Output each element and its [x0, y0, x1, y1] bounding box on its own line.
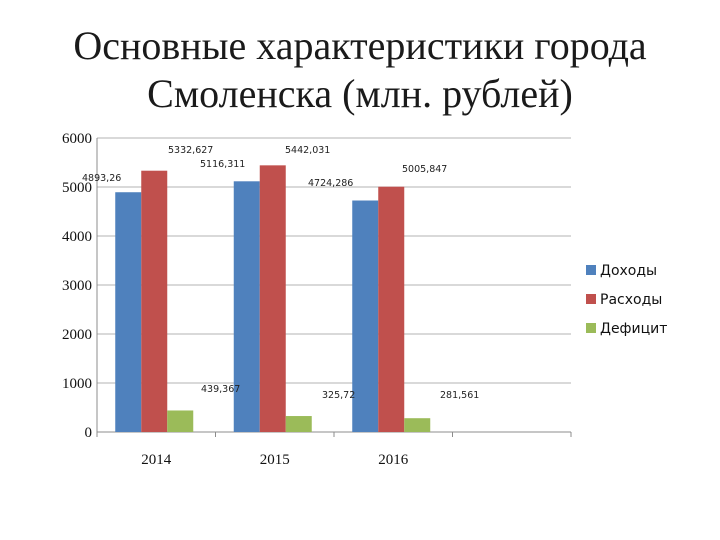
data-label: 439,367 — [201, 384, 240, 395]
data-label: 5005,847 — [402, 164, 447, 175]
bar-Дефицит-2016 — [404, 418, 431, 432]
y-tick-label: 6000 — [62, 131, 92, 147]
y-tick-label: 4000 — [62, 229, 92, 245]
bar-Расходы-2014 — [141, 170, 168, 432]
y-tick-label: 5000 — [62, 180, 92, 196]
data-label: 5116,311 — [200, 159, 245, 170]
bar-Расходы-2016 — [378, 186, 405, 432]
x-category-label: 2015 — [260, 452, 290, 468]
y-tick-label: 2000 — [62, 327, 92, 343]
data-label: 4724,286 — [308, 178, 353, 189]
legend-label: Расходы — [600, 292, 662, 308]
bar-Дефицит-2014 — [167, 410, 194, 432]
slide-title: Основные характеристики города Смоленска… — [0, 22, 720, 118]
bar-Доходы-2016 — [352, 200, 379, 432]
y-tick-label: 1000 — [62, 376, 92, 392]
data-label: 4893,26 — [82, 173, 121, 184]
legend-label: Доходы — [600, 263, 657, 279]
bar-Дефицит-2015 — [285, 416, 312, 432]
slide-title-line-1: Основные характеристики города — [73, 23, 647, 68]
bar-Расходы-2015 — [259, 165, 286, 432]
data-label: 281,561 — [440, 390, 479, 401]
legend-swatch — [586, 323, 596, 333]
legend-swatch — [586, 294, 596, 304]
data-label: 5332,627 — [168, 145, 213, 156]
slide-title-line-2: Смоленска (млн. рублей) — [147, 71, 573, 116]
x-category-label: 2014 — [141, 452, 172, 468]
bar-Доходы-2014 — [115, 192, 142, 432]
data-label: 325,72 — [322, 390, 355, 401]
y-tick-label: 3000 — [62, 278, 92, 294]
bar-Доходы-2015 — [233, 181, 260, 432]
x-category-label: 2016 — [378, 452, 409, 468]
data-label: 5442,031 — [285, 145, 330, 156]
legend-label: Дефицит — [600, 321, 667, 337]
legend-swatch — [586, 265, 596, 275]
y-tick-label: 0 — [85, 425, 93, 441]
